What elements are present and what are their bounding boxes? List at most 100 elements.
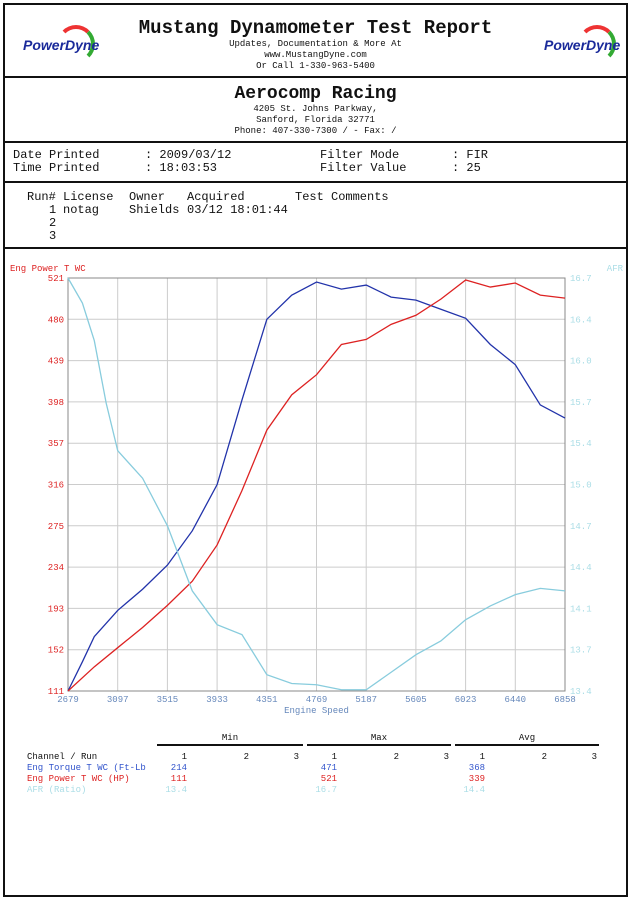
y-left-axis-label: Eng Power T WC	[10, 264, 86, 274]
date-label: Date Printed	[13, 148, 100, 162]
y-left-tick-label: 439	[48, 357, 64, 367]
website: www.MustangDyne.com	[264, 50, 367, 60]
run-col-header: 3	[591, 752, 597, 762]
report-title: Mustang Dynamometer Test Report	[138, 17, 493, 39]
y-left-tick-label: 357	[48, 439, 64, 449]
shop-info: Aerocomp Racing 4205 St. Johns Parkway, …	[3, 78, 628, 143]
y-right-tick-label: 15.7	[570, 398, 592, 408]
col-license: License	[63, 190, 114, 204]
max-value: 16.7	[315, 785, 337, 795]
run-license: notag	[63, 203, 100, 217]
channel-name: AFR (Ratio)	[27, 785, 87, 795]
run-col-header: 1	[479, 752, 485, 762]
shop-address2: Sanford, Florida 32771	[256, 115, 375, 125]
runs-table: Run# License Owner Acquired Test Comment…	[3, 183, 628, 249]
min-value: 111	[170, 774, 187, 784]
run-number: 3	[49, 229, 57, 243]
x-axis-label: Engine Speed	[284, 706, 349, 716]
x-tick-label: 6440	[504, 695, 526, 705]
y-right-tick-label: 16.4	[570, 315, 592, 325]
y-right-tick-label: 15.4	[570, 439, 592, 449]
channel-name: Eng Torque T WC (Ft-Lb	[27, 763, 146, 773]
y-right-tick-label: 14.1	[570, 604, 592, 614]
time-value: : 18:03:53	[145, 161, 218, 175]
min-value: 13.4	[165, 785, 187, 795]
report-header: PowerDyne PowerDyne Mustang Dynamometer …	[3, 3, 628, 78]
series-line-eng-power-t-wc	[67, 279, 566, 692]
y-left-tick-label: 316	[48, 481, 64, 491]
channel-header: Channel / Run	[27, 752, 98, 762]
run-col-header: 3	[443, 752, 449, 762]
run-col-header: 2	[541, 752, 547, 762]
group-avg: Avg	[455, 733, 599, 746]
col-acquired: Acquired	[187, 190, 245, 204]
col-comments: Test Comments	[295, 190, 389, 204]
filter-value-label: Filter Value	[320, 161, 407, 175]
chart-section: 2679 3097 3515 3933 4351 4769 5187 5605 6023 6440…	[3, 249, 628, 897]
y-left-tick-label: 521	[48, 274, 64, 284]
powerdyne-logo-right: PowerDyne	[536, 25, 620, 63]
date-value: : 2009/03/12	[145, 148, 232, 162]
x-tick-label: 3933	[206, 695, 228, 705]
group-min: Min	[157, 733, 303, 746]
run-col-header: 1	[331, 752, 337, 762]
y-left-tick-label: 152	[48, 646, 64, 656]
avg-value: 14.4	[463, 785, 485, 795]
x-tick-label: 5605	[405, 695, 427, 705]
run-owner: Shields	[129, 203, 180, 217]
x-tick-label: 5187	[355, 695, 377, 705]
y-right-tick-label: 14.4	[570, 563, 592, 573]
max-value: 521	[320, 774, 337, 784]
y-right-tick-label: 13.4	[570, 687, 592, 697]
y-right-tick-label: 15.0	[570, 481, 592, 491]
col-run: Run#	[27, 190, 56, 204]
y-left-tick-label: 398	[48, 398, 64, 408]
avg-value: 368	[468, 763, 485, 773]
series-line-eng-torque-t-wc	[67, 281, 566, 692]
filter-mode-label: Filter Mode	[320, 148, 400, 162]
y-left-tick-label: 193	[48, 604, 64, 614]
y-left-tick-label: 234	[48, 563, 64, 573]
powerdyne-logo-left: PowerDyne	[15, 25, 99, 63]
y-right-tick-label: 14.7	[570, 522, 592, 532]
shop-name: Aerocomp Racing	[234, 84, 397, 104]
run-col-header: 3	[293, 752, 299, 762]
run-col-header: 2	[393, 752, 399, 762]
time-label: Time Printed	[13, 161, 100, 175]
x-tick-label: 4351	[256, 695, 278, 705]
x-tick-label: 3515	[157, 695, 179, 705]
y-right-tick-label: 16.0	[570, 357, 592, 367]
plot-frame	[67, 277, 566, 692]
run-number: 1	[49, 203, 57, 217]
group-max: Max	[307, 733, 451, 746]
filter-mode-value: : FIR	[452, 148, 489, 162]
y-right-tick-label: 13.7	[570, 646, 592, 656]
x-tick-label: 3097	[107, 695, 129, 705]
y-left-tick-label: 111	[48, 687, 64, 697]
shop-phone: Phone: 407-330-7300 / - Fax: /	[234, 126, 397, 136]
phone-line: Or Call 1-330-963-5400	[256, 61, 375, 71]
max-value: 471	[320, 763, 337, 773]
y-left-tick-label: 275	[48, 522, 64, 532]
avg-value: 339	[468, 774, 485, 784]
channel-name: Eng Power T WC (HP)	[27, 774, 130, 784]
col-owner: Owner	[129, 190, 166, 204]
run-col-header: 1	[181, 752, 187, 762]
y-left-tick-label: 480	[48, 315, 64, 325]
filter-value-value: : 25	[452, 161, 481, 175]
run-number: 2	[49, 216, 57, 230]
shop-address1: 4205 St. Johns Parkway,	[253, 104, 378, 114]
run-col-header: 2	[243, 752, 249, 762]
min-value: 214	[170, 763, 187, 773]
header-line1: Updates, Documentation & More At	[229, 39, 402, 49]
y-right-axis-label: AFR	[607, 264, 624, 274]
series-line-afr	[67, 277, 566, 691]
dyno-chart: 2679 3097 3515 3933 4351 4769 5187 5605 6023 6440…	[10, 264, 624, 716]
x-tick-label: 2679	[57, 695, 79, 705]
run-acquired: 03/12 18:01:44	[187, 203, 288, 217]
x-tick-label: 6858	[554, 695, 576, 705]
y-right-tick-label: 16.7	[570, 274, 592, 284]
x-tick-label: 4769	[306, 695, 328, 705]
x-tick-label: 6023	[455, 695, 477, 705]
print-info: Date Printed : 2009/03/12 Time Printed :…	[3, 143, 628, 183]
